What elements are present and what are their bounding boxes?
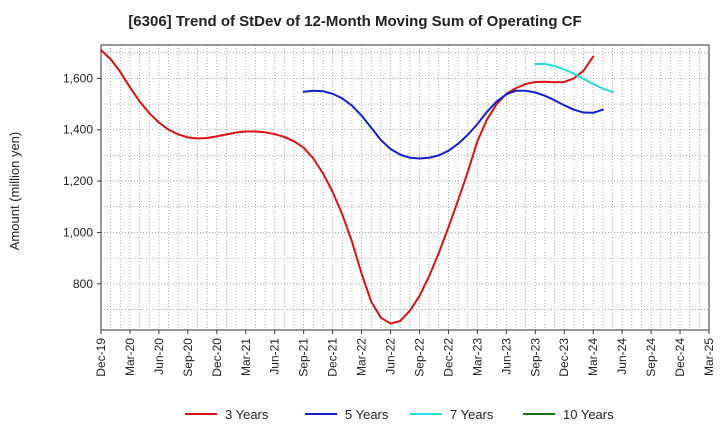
x-tick-label: Dec-23	[557, 338, 571, 377]
x-tick-label: Dec-22	[441, 338, 455, 377]
y-tick-label: 800	[73, 277, 93, 291]
x-tick-label: Mar-20	[123, 338, 137, 376]
legend: 3 Years 5 Years 7 Years 10 Years	[185, 407, 614, 422]
x-tick-label: Mar-22	[355, 338, 369, 376]
plot-area	[100, 44, 710, 331]
y-tick-label: 1,600	[63, 71, 93, 85]
x-tick-label: Dec-19	[94, 338, 108, 377]
y-axis-label: Amount (million yen)	[7, 132, 22, 251]
x-tick-label: Sep-23	[528, 338, 542, 377]
x-tick-label: Dec-24	[673, 338, 687, 377]
x-tick-label: Jun-22	[384, 338, 398, 375]
x-tick-label: Sep-22	[412, 338, 426, 377]
x-tick-label: Jun-21	[268, 338, 282, 375]
x-tick-label: Sep-24	[644, 338, 658, 377]
series-line	[100, 49, 595, 325]
y-tick-label: 1,400	[63, 123, 93, 137]
y-tick-label: 1,000	[63, 225, 93, 239]
x-tick-label: Sep-20	[181, 338, 195, 377]
x-tick-label: Mar-25	[702, 338, 716, 376]
x-tick-label: Sep-21	[297, 338, 311, 377]
y-tick-label: 1,200	[63, 174, 93, 188]
x-tick-label: Mar-23	[470, 338, 484, 376]
y-axis-ticks: 800 1,000 1,200 1,400 1,600	[63, 71, 101, 291]
legend-label: 5 Years	[345, 407, 389, 422]
x-tick-label: Dec-20	[210, 338, 224, 377]
grid	[101, 45, 709, 330]
x-tick-label: Jun-24	[615, 338, 629, 375]
legend-label: 10 Years	[563, 407, 614, 422]
x-tick-label: Dec-21	[326, 338, 340, 377]
legend-label: 7 Years	[450, 407, 494, 422]
chart-title: [6306] Trend of StDev of 12-Month Moving…	[128, 13, 581, 30]
x-tick-label: Mar-21	[239, 338, 253, 376]
series-line	[534, 63, 614, 93]
series-lines	[100, 49, 614, 325]
x-tick-label: Jun-20	[152, 338, 166, 375]
legend-label: 3 Years	[225, 407, 269, 422]
x-axis-ticks: Dec-19 Mar-20 Jun-20 Sep-20 Dec-20 Mar-21 Jun-…	[94, 330, 716, 377]
series-line	[302, 89, 604, 160]
x-tick-label: Jun-23	[499, 338, 513, 375]
x-tick-label: Mar-24	[586, 338, 600, 376]
